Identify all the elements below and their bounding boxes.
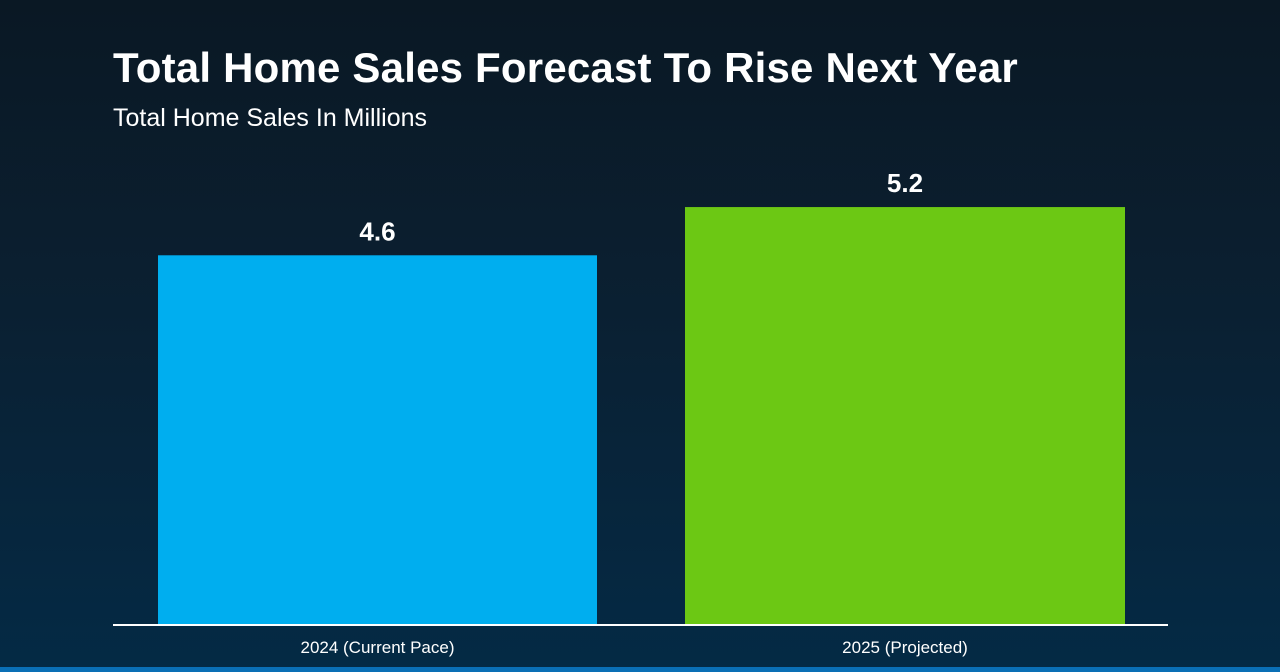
bottom-accent-strip: [0, 667, 1280, 672]
bar-2024-current-pace: [158, 255, 597, 625]
x-tick-label-2024: 2024 (Current Pace): [300, 638, 454, 657]
x-tick-label-2025: 2025 (Projected): [842, 638, 968, 657]
chart-title: Total Home Sales Forecast To Rise Next Y…: [113, 44, 1018, 91]
bar-2025-projected: [685, 207, 1125, 625]
chart-subtitle: Total Home Sales In Millions: [113, 104, 428, 132]
data-label-2025: 5.2: [887, 168, 923, 198]
data-label-2024: 4.6: [359, 216, 395, 246]
